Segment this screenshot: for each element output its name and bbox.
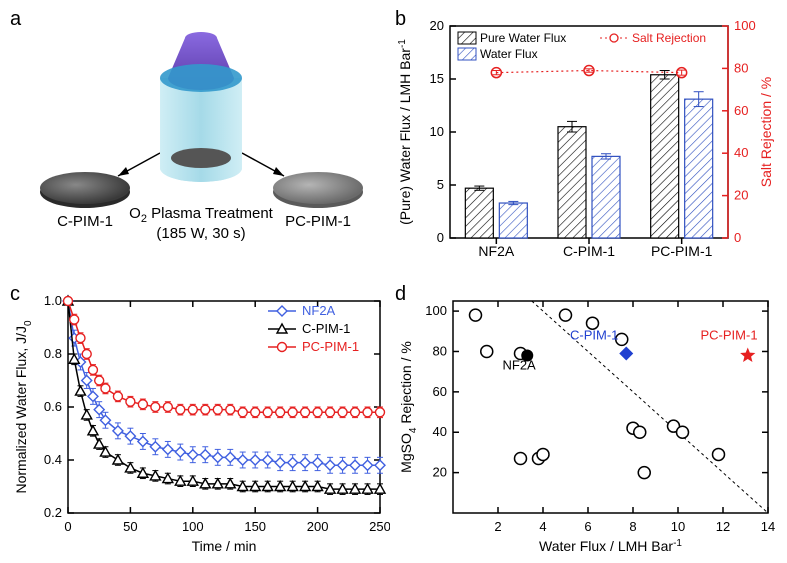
svg-text:14: 14 (761, 519, 775, 534)
svg-text:1.0: 1.0 (44, 293, 62, 308)
panel-c: c 0 50 100 150 200 250 0.2 0.4 0.6 0.8 1.0 NF2A C-PI… (10, 283, 390, 558)
svg-text:60: 60 (734, 103, 748, 118)
svg-text:Normalized Water Flux, J/J0: Normalized Water Flux, J/J0 (13, 320, 34, 494)
svg-text:10: 10 (671, 519, 685, 534)
svg-text:40: 40 (433, 424, 447, 439)
right-disk-label: PC-PIM-1 (285, 213, 351, 230)
svg-text:PC-PIM-1: PC-PIM-1 (701, 327, 758, 342)
svg-text:150: 150 (244, 519, 266, 534)
svg-text:200: 200 (307, 519, 329, 534)
svg-text:Salt Rejection: Salt Rejection (632, 31, 706, 45)
svg-text:0: 0 (734, 230, 741, 245)
svg-text:0.4: 0.4 (44, 452, 62, 467)
panel-b: b 0 5 10 15 20 0 20 40 60 80 100 NF2A C-PIM-1 PC-PIM-… (395, 8, 783, 278)
svg-text:0: 0 (437, 230, 444, 245)
svg-text:12: 12 (716, 519, 730, 534)
panel-a: a (10, 8, 390, 278)
svg-text:15: 15 (430, 71, 444, 86)
svg-text:100: 100 (182, 519, 204, 534)
svg-text:O2 Plasma Treatment: O2 Plasma Treatment (129, 205, 274, 225)
svg-text:0: 0 (64, 519, 71, 534)
svg-text:NF2A: NF2A (302, 303, 336, 318)
svg-text:(Pure) Water Flux / LMH Bar-1: (Pure) Water Flux / LMH Bar-1 (397, 39, 413, 225)
treatment-params: (185 W, 30 s) (156, 225, 245, 242)
panel-b-label: b (395, 8, 406, 31)
svg-text:C-PIM-1: C-PIM-1 (302, 321, 350, 336)
schematic-svg: O2 Plasma Treatment (185 W, 30 s) C-PIM-… (10, 8, 390, 278)
panel-c-chart: 0 50 100 150 200 250 0.2 0.4 0.6 0.8 1.0 NF2A C-PIM-… (10, 283, 390, 558)
svg-text:60: 60 (433, 384, 447, 399)
svg-text:Pure Water Flux: Pure Water Flux (480, 31, 566, 45)
left-disk-label: C-PIM-1 (57, 213, 113, 230)
svg-text:10: 10 (430, 124, 444, 139)
panel-d-chart: 2 4 6 8 10 12 14 20 40 60 80 100 NF2A C-PIM-1 PC-PIM-1… (395, 283, 783, 558)
panel-d: d 2 4 6 8 10 12 14 20 40 60 80 100 NF2A C-PIM-1 PC-PIM… (395, 283, 783, 558)
svg-text:4: 4 (539, 519, 546, 534)
svg-text:C-PIM-1: C-PIM-1 (563, 243, 615, 259)
svg-text:8: 8 (629, 519, 636, 534)
svg-text:100: 100 (425, 303, 447, 318)
svg-text:2: 2 (494, 519, 501, 534)
panel-c-label: c (10, 283, 20, 306)
svg-text:0.8: 0.8 (44, 346, 62, 361)
svg-text:PC-PIM-1: PC-PIM-1 (302, 339, 359, 354)
svg-text:20: 20 (734, 188, 748, 203)
panel-d-label: d (395, 283, 406, 306)
svg-text:40: 40 (734, 145, 748, 160)
svg-text:NF2A: NF2A (478, 243, 514, 259)
svg-text:80: 80 (433, 343, 447, 358)
svg-text:C-PIM-1: C-PIM-1 (570, 327, 618, 342)
svg-text:20: 20 (430, 18, 444, 33)
svg-text:PC-PIM-1: PC-PIM-1 (651, 243, 713, 259)
o2-text: O (129, 205, 141, 222)
svg-text:5: 5 (437, 177, 444, 192)
svg-text:Water Flux / LMH Bar-1: Water Flux / LMH Bar-1 (539, 538, 682, 554)
svg-text:0.6: 0.6 (44, 399, 62, 414)
panel-b-chart: 0 5 10 15 20 0 20 40 60 80 100 NF2A C-PIM-1 PC-PIM-1 (… (395, 8, 783, 278)
svg-text:250: 250 (369, 519, 390, 534)
svg-text:0.2: 0.2 (44, 505, 62, 520)
svg-text:6: 6 (584, 519, 591, 534)
svg-text:Water Flux: Water Flux (480, 47, 538, 61)
panel-a-label: a (10, 8, 21, 31)
svg-text:Time / min: Time / min (192, 538, 257, 554)
svg-text:100: 100 (734, 18, 756, 33)
svg-text:NF2A: NF2A (503, 358, 537, 373)
svg-text:Salt Rejection / %: Salt Rejection / % (758, 77, 774, 188)
svg-text:MgSO4 Rejection / %: MgSO4 Rejection / % (398, 341, 419, 473)
svg-text:20: 20 (433, 465, 447, 480)
svg-text:50: 50 (123, 519, 137, 534)
svg-text:80: 80 (734, 60, 748, 75)
